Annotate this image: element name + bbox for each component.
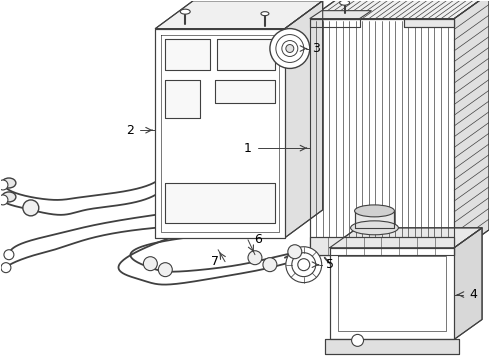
Polygon shape [310,0,489,19]
Polygon shape [155,1,323,28]
Polygon shape [165,80,200,118]
Polygon shape [155,28,285,238]
Circle shape [352,334,364,346]
Circle shape [298,259,310,271]
Text: 5: 5 [326,258,334,271]
Ellipse shape [2,192,16,202]
Text: 6: 6 [254,233,262,246]
Circle shape [286,45,294,53]
Polygon shape [217,39,275,71]
Text: 7: 7 [211,255,219,268]
Polygon shape [285,1,323,238]
Polygon shape [325,339,459,354]
Circle shape [0,180,8,190]
Text: 2: 2 [126,124,134,137]
Circle shape [0,195,8,205]
Circle shape [158,263,172,276]
Polygon shape [310,11,371,19]
Ellipse shape [2,178,16,188]
Text: 1: 1 [244,141,252,155]
Text: 3: 3 [312,42,319,55]
Circle shape [288,245,302,259]
Polygon shape [404,19,454,27]
Circle shape [144,257,157,271]
Ellipse shape [261,12,269,15]
Ellipse shape [350,221,398,235]
Polygon shape [215,80,275,103]
Circle shape [1,263,11,273]
Circle shape [286,247,322,283]
Polygon shape [165,183,275,223]
Circle shape [23,200,39,216]
Polygon shape [330,248,454,339]
Circle shape [263,258,277,272]
Circle shape [248,251,262,265]
Polygon shape [454,0,489,255]
Polygon shape [454,228,482,339]
Circle shape [276,35,304,62]
Polygon shape [310,237,454,255]
Polygon shape [355,211,394,228]
Ellipse shape [340,0,349,5]
Ellipse shape [355,205,394,217]
Polygon shape [310,19,454,255]
Polygon shape [165,39,210,71]
Ellipse shape [180,9,190,14]
Circle shape [270,28,310,68]
Polygon shape [330,228,482,248]
Circle shape [4,250,14,260]
Circle shape [292,253,316,276]
Text: 4: 4 [469,288,477,301]
Circle shape [282,41,298,57]
